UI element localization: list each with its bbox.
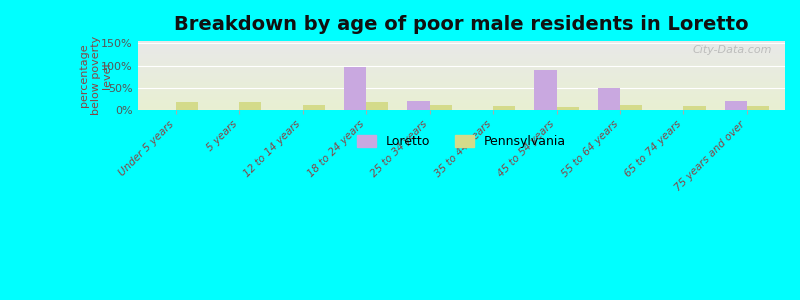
Bar bbox=[138, 82, 785, 83]
Bar bbox=[138, 108, 785, 109]
Bar bbox=[138, 64, 785, 65]
Bar bbox=[598, 88, 620, 110]
Bar bbox=[138, 96, 785, 97]
Bar bbox=[138, 72, 785, 73]
Bar bbox=[138, 79, 785, 80]
Bar bbox=[239, 102, 262, 110]
Bar bbox=[138, 88, 785, 89]
Bar bbox=[138, 54, 785, 55]
Bar bbox=[138, 84, 785, 85]
Bar bbox=[138, 50, 785, 51]
Bar bbox=[138, 68, 785, 69]
Bar bbox=[138, 103, 785, 104]
Bar bbox=[138, 58, 785, 59]
Bar bbox=[138, 70, 785, 71]
Bar bbox=[430, 106, 452, 110]
Bar bbox=[138, 47, 785, 48]
Bar bbox=[138, 81, 785, 82]
Bar bbox=[138, 48, 785, 49]
Bar bbox=[138, 83, 785, 84]
Bar bbox=[725, 101, 747, 110]
Bar bbox=[138, 60, 785, 61]
Bar bbox=[138, 104, 785, 105]
Bar bbox=[138, 59, 785, 60]
Bar bbox=[302, 105, 325, 110]
Bar bbox=[138, 44, 785, 45]
Bar bbox=[407, 101, 430, 110]
Bar bbox=[138, 100, 785, 101]
Bar bbox=[138, 45, 785, 46]
Bar bbox=[138, 82, 785, 83]
Bar bbox=[138, 80, 785, 81]
Bar bbox=[138, 94, 785, 95]
Bar bbox=[138, 78, 785, 79]
Bar bbox=[138, 97, 785, 98]
Bar bbox=[138, 49, 785, 50]
Bar bbox=[138, 69, 785, 70]
Bar bbox=[138, 67, 785, 68]
Bar bbox=[138, 98, 785, 99]
Bar bbox=[138, 41, 785, 42]
Bar bbox=[138, 85, 785, 86]
Bar bbox=[138, 74, 785, 75]
Bar bbox=[534, 70, 557, 110]
Bar bbox=[138, 87, 785, 88]
Bar bbox=[344, 67, 366, 110]
Bar bbox=[138, 63, 785, 64]
Bar bbox=[557, 107, 578, 110]
Bar bbox=[138, 105, 785, 106]
Bar bbox=[138, 90, 785, 91]
Bar bbox=[138, 66, 785, 67]
Bar bbox=[138, 55, 785, 56]
Bar bbox=[138, 86, 785, 87]
Bar bbox=[138, 65, 785, 66]
Bar bbox=[138, 89, 785, 90]
Bar bbox=[138, 77, 785, 78]
Bar bbox=[683, 106, 706, 110]
Bar bbox=[138, 107, 785, 108]
Bar bbox=[138, 57, 785, 58]
Bar bbox=[138, 52, 785, 53]
Y-axis label: percentage
below poverty
level: percentage below poverty level bbox=[79, 36, 112, 115]
Bar bbox=[138, 46, 785, 47]
Bar bbox=[620, 106, 642, 110]
Legend: Loretto, Pennsylvania: Loretto, Pennsylvania bbox=[352, 130, 571, 153]
Text: City-Data.com: City-Data.com bbox=[693, 45, 772, 55]
Bar bbox=[138, 62, 785, 63]
Bar bbox=[138, 76, 785, 77]
Bar bbox=[747, 106, 769, 110]
Bar bbox=[138, 95, 785, 96]
Bar bbox=[138, 93, 785, 94]
Bar bbox=[138, 91, 785, 92]
Bar bbox=[138, 99, 785, 100]
Bar bbox=[176, 102, 198, 110]
Bar bbox=[138, 102, 785, 103]
Bar bbox=[138, 56, 785, 57]
Bar bbox=[366, 102, 388, 110]
Bar bbox=[138, 61, 785, 62]
Bar bbox=[138, 106, 785, 107]
Bar bbox=[138, 42, 785, 43]
Bar bbox=[138, 53, 785, 54]
Bar bbox=[138, 75, 785, 76]
Bar bbox=[493, 106, 515, 110]
Bar bbox=[138, 43, 785, 44]
Bar bbox=[138, 71, 785, 72]
Bar bbox=[138, 51, 785, 52]
Title: Breakdown by age of poor male residents in Loretto: Breakdown by age of poor male residents … bbox=[174, 15, 749, 34]
Bar bbox=[138, 92, 785, 93]
Bar bbox=[138, 109, 785, 110]
Bar bbox=[138, 101, 785, 102]
